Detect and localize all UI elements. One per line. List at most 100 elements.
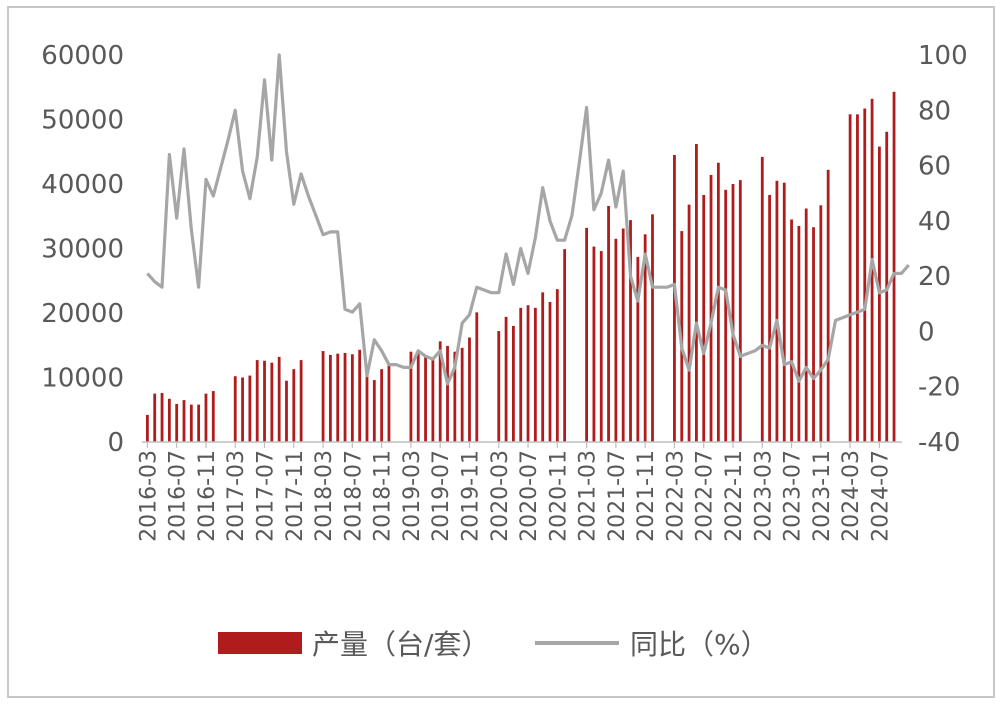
bar — [358, 349, 362, 442]
bar — [848, 114, 852, 442]
bar — [211, 391, 215, 442]
x-tick-label: 2022-03 — [663, 450, 688, 542]
x-tick-label: 2016-11 — [195, 450, 220, 542]
bar — [343, 352, 347, 442]
x-tick-label: 2017-07 — [254, 450, 279, 542]
x-tick-label: 2023-03 — [751, 450, 776, 542]
bar — [533, 307, 537, 442]
left-tick-label: 20000 — [41, 299, 124, 329]
bar — [167, 398, 171, 442]
bar — [160, 392, 164, 442]
right-tick-label: -20 — [918, 373, 960, 403]
bar — [504, 316, 508, 442]
x-tick-label: 2019-03 — [400, 450, 425, 542]
bar — [892, 91, 896, 442]
right-tick-label: 60 — [918, 152, 951, 182]
x-tick-label: 2019-07 — [429, 450, 454, 542]
bar — [541, 292, 545, 442]
x-tick-label: 2019-11 — [459, 450, 484, 542]
bar — [856, 114, 859, 442]
x-tick-label: 2023-07 — [781, 450, 806, 542]
right-tick-label: 20 — [918, 262, 951, 292]
bar — [468, 337, 471, 442]
bar — [424, 355, 427, 442]
bar — [497, 331, 501, 442]
x-tick-label: 2023-11 — [810, 450, 835, 542]
x-tick-label: 2018-03 — [312, 450, 337, 542]
x-tick-label: 2016-07 — [166, 450, 191, 542]
bar — [790, 219, 793, 442]
bar — [716, 162, 720, 442]
bar — [204, 393, 208, 442]
bar — [153, 393, 157, 442]
x-tick-label: 2017-03 — [224, 450, 249, 542]
left-tick-label: 0 — [107, 428, 124, 458]
bar — [270, 362, 274, 442]
bar — [702, 194, 706, 442]
x-tick-label: 2018-11 — [371, 450, 396, 542]
bar — [285, 380, 288, 442]
bar — [263, 360, 266, 442]
left-tick-label: 40000 — [41, 170, 124, 200]
right-tick-label: 80 — [918, 96, 951, 126]
bar — [233, 376, 237, 442]
right-axis: -40 -20 0 20 40 60 80 100 — [918, 41, 968, 458]
legend-bar-label: 产量（台/套） — [312, 628, 489, 661]
bar — [438, 341, 442, 442]
bar — [460, 347, 464, 442]
bar — [321, 351, 325, 442]
bar — [812, 227, 815, 442]
bar — [760, 156, 764, 442]
bar — [636, 256, 640, 442]
bar — [175, 403, 179, 442]
line-series — [146, 53, 910, 386]
x-tick-label: 2018-07 — [341, 450, 366, 542]
bar — [277, 356, 281, 442]
legend-line-label: 同比（%） — [630, 628, 769, 661]
left-tick-label: 10000 — [41, 364, 124, 394]
bar — [329, 354, 332, 442]
bar — [475, 312, 479, 442]
right-tick-label: 0 — [918, 317, 935, 347]
yoy-line — [146, 53, 910, 386]
x-tick-label: 2021-03 — [576, 450, 601, 542]
x-tick-label: 2021-07 — [605, 450, 630, 542]
right-tick-label: 40 — [918, 207, 951, 237]
bar — [387, 365, 391, 442]
bar — [189, 404, 193, 442]
left-tick-label: 30000 — [41, 235, 124, 265]
right-tick-label: 100 — [918, 41, 968, 71]
bar — [380, 369, 384, 442]
legend: 产量（台/套） 同比（%） — [218, 628, 769, 661]
bar — [365, 375, 369, 442]
bar — [372, 380, 376, 442]
x-tick-label: 2024-07 — [868, 450, 893, 542]
bar — [512, 325, 515, 442]
left-axis: 0 10000 20000 30000 40000 50000 60000 — [41, 41, 124, 458]
bar — [804, 208, 808, 442]
x-tick-label: 2024-03 — [839, 450, 864, 542]
bar — [248, 375, 252, 442]
bar — [863, 108, 867, 442]
bar — [819, 205, 823, 442]
x-tick-label: 2017-11 — [283, 450, 308, 542]
bar — [614, 238, 618, 442]
bar — [768, 194, 771, 442]
bar — [731, 184, 735, 442]
bar — [241, 377, 244, 442]
bar — [599, 251, 603, 442]
bar — [350, 354, 354, 442]
left-tick-label: 50000 — [41, 106, 124, 136]
x-tick-label: 2022-07 — [693, 450, 718, 542]
bar — [526, 305, 530, 442]
bar — [629, 220, 632, 442]
x-tick-label: 2020-03 — [488, 450, 513, 542]
bar — [607, 205, 610, 442]
right-tick-label: -40 — [918, 428, 960, 458]
bar — [299, 360, 303, 442]
x-tick-label: 2022-11 — [722, 450, 747, 542]
bar — [709, 174, 713, 442]
bar — [431, 357, 435, 442]
bar — [782, 182, 786, 442]
bar — [651, 214, 654, 442]
